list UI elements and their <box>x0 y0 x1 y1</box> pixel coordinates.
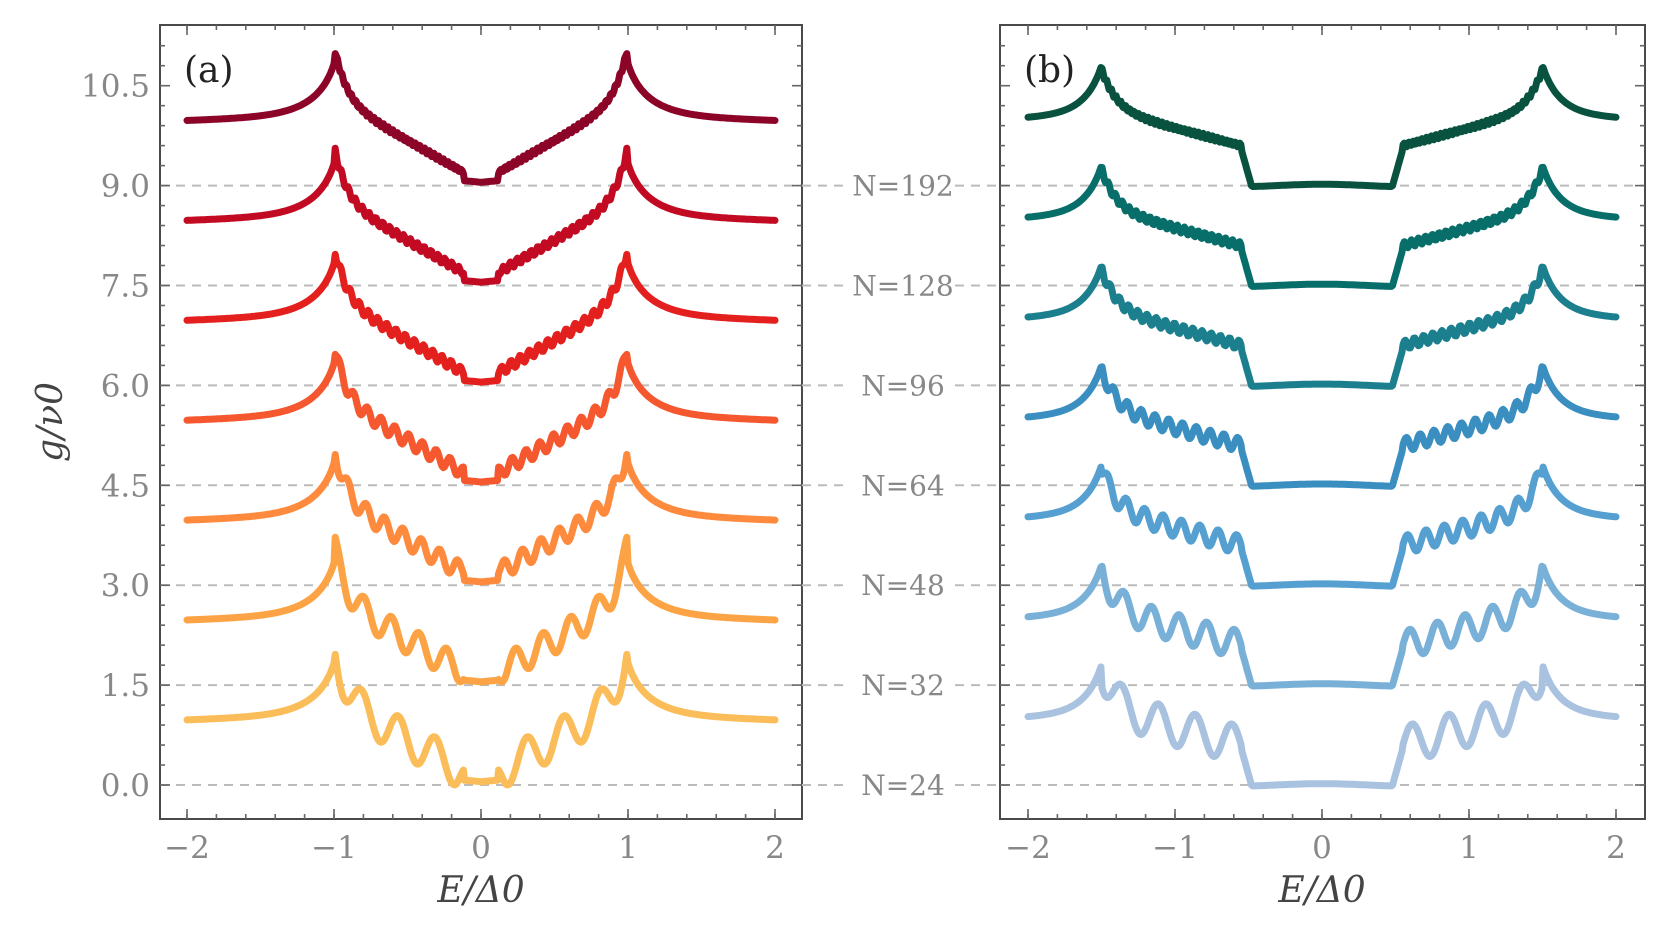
plot-frame-a <box>159 24 803 820</box>
series-line-24-a <box>183 650 779 789</box>
row-label-24: N=24 <box>861 769 945 802</box>
x-tick-label-b: 2 <box>1606 830 1626 866</box>
series-line-32-a <box>183 533 779 686</box>
row-labels: N=24 N=32 N=48 N=64 N=96 N=128 N=192 <box>802 170 1000 802</box>
series-line-64-a <box>183 350 779 486</box>
x-tick-label-a: 2 <box>765 830 785 866</box>
series-line-192-b <box>1024 64 1620 190</box>
x-axis-title-b: E/Δ0 <box>1277 870 1365 911</box>
y-tick-label: 3.0 <box>101 568 150 604</box>
series-line-48-a <box>183 451 779 586</box>
series-line-96-a <box>183 250 779 386</box>
y-tick-label: 0.0 <box>101 768 150 804</box>
panel-label-b: (b) <box>1024 50 1075 91</box>
x-tick-label-b: 0 <box>1312 830 1332 866</box>
y-tick-label: 1.5 <box>101 668 150 704</box>
y-tick-label: 10.5 <box>81 69 150 105</box>
panel-a: −2 −1 0 1 2 0.0 1.5 3.0 4.5 6.0 7.5 9.0 10.5 (a) E/Δ… <box>30 24 803 911</box>
series-line-96-b <box>1024 263 1620 390</box>
series-line-128-a <box>183 144 779 286</box>
series-line-64-b <box>1024 363 1620 490</box>
series-line-192-a <box>183 50 779 186</box>
ticks-a: −2 −1 0 1 2 0.0 1.5 3.0 4.5 6.0 7.5 9.0 10.5 <box>81 25 802 866</box>
y-tick-label: 7.5 <box>101 269 150 305</box>
row-label-192: N=192 <box>852 170 953 203</box>
ticks-b: −2 −1 0 1 2 <box>1000 25 1645 866</box>
x-tick-label-a: −2 <box>164 830 210 866</box>
series-line-32-b <box>1024 562 1620 690</box>
panel-label-a: (a) <box>184 50 234 91</box>
row-label-32: N=32 <box>861 669 945 702</box>
y-tick-label: 9.0 <box>101 169 150 205</box>
row-label-48: N=48 <box>861 569 945 602</box>
x-tick-label-a: −1 <box>311 830 357 866</box>
row-label-128: N=128 <box>852 270 953 303</box>
x-tick-label-b: −2 <box>1005 830 1051 866</box>
y-tick-label: 4.5 <box>101 468 150 504</box>
series-line-24-b <box>1024 663 1620 790</box>
y-tick-label: 6.0 <box>101 368 150 404</box>
x-axis-title-a: E/Δ0 <box>436 870 524 911</box>
series-line-48-b <box>1024 463 1620 590</box>
curves-b <box>1024 64 1620 790</box>
x-tick-label-b: −1 <box>1152 830 1198 866</box>
x-tick-label-a: 1 <box>618 830 638 866</box>
panel-b: −2 −1 0 1 2 (b) E/Δ0 <box>999 24 1646 911</box>
row-label-64: N=64 <box>861 469 945 502</box>
plot-frame-b <box>999 24 1646 820</box>
x-tick-label-b: 1 <box>1459 830 1479 866</box>
y-axis-title: g/ν0 <box>30 382 71 462</box>
curves-a <box>183 50 779 789</box>
x-tick-label-a: 0 <box>471 830 491 866</box>
series-line-128-b <box>1024 163 1620 290</box>
row-label-96: N=96 <box>861 369 945 402</box>
